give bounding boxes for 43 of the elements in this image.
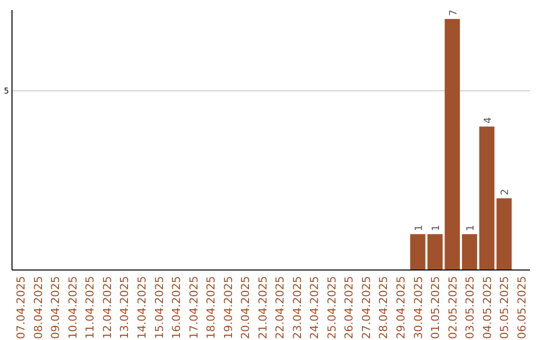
data-label: 4 (482, 117, 494, 124)
x-tick-label: 24.04.2025 (308, 276, 322, 339)
x-tick-label: 16.04.2025 (170, 276, 184, 339)
x-tick-label: 14.04.2025 (136, 276, 148, 339)
x-tick-label: 17.04.2025 (187, 276, 200, 339)
data-label: 2 (500, 188, 512, 196)
x-tick-label: 23.04.2025 (290, 276, 304, 339)
x-tick-label: 29.04.2025 (394, 276, 408, 339)
data-label: 1 (431, 224, 442, 232)
data-label: 1 (414, 224, 425, 232)
data-label: 7 (448, 10, 460, 16)
x-tick-label: 10.04.2025 (66, 276, 80, 339)
data-label: 1 (466, 224, 477, 232)
x-tick-label: 18.04.2025 (204, 276, 218, 339)
bar (427, 234, 443, 270)
x-tick-label: 09.04.2025 (49, 276, 62, 339)
x-tick-label: 03.05.2025 (464, 276, 477, 339)
bar (410, 234, 426, 270)
bar (462, 234, 478, 270)
x-tick-label: 26.04.2025 (342, 276, 356, 339)
x-tick-label: 08.04.2025 (32, 276, 45, 339)
bar (496, 198, 512, 270)
x-tick-label: 04.05.2025 (480, 276, 494, 339)
x-tick-label: 22.04.2025 (274, 276, 287, 339)
x-tick-label: 12.04.2025 (100, 276, 114, 339)
x-tick-label: 19.04.2025 (222, 276, 235, 339)
x-tick-label: 07.04.2025 (14, 276, 28, 339)
x-tick-label: 06.05.2025 (515, 276, 528, 339)
y-tick-label: 5 (4, 86, 9, 96)
x-tick-label: 15.04.2025 (152, 276, 166, 339)
x-tick-label: 05.05.2025 (498, 276, 512, 339)
bar (479, 126, 494, 270)
bar (444, 18, 460, 270)
x-tick-label: 11.04.2025 (84, 276, 97, 339)
x-tick-label: 27.04.2025 (360, 276, 373, 339)
x-tick-label: 13.04.2025 (118, 276, 132, 339)
x-tick-label: 02.05.2025 (446, 276, 460, 339)
x-tick-label: 20.04.2025 (239, 276, 252, 339)
x-tick-label: 25.04.2025 (325, 276, 338, 339)
x-tick-label: 01.05.2025 (429, 276, 442, 339)
x-tick-label: 30.04.2025 (412, 276, 425, 339)
x-tick-label: 21.04.2025 (256, 276, 270, 339)
x-tick-label: 28.04.2025 (377, 276, 390, 339)
